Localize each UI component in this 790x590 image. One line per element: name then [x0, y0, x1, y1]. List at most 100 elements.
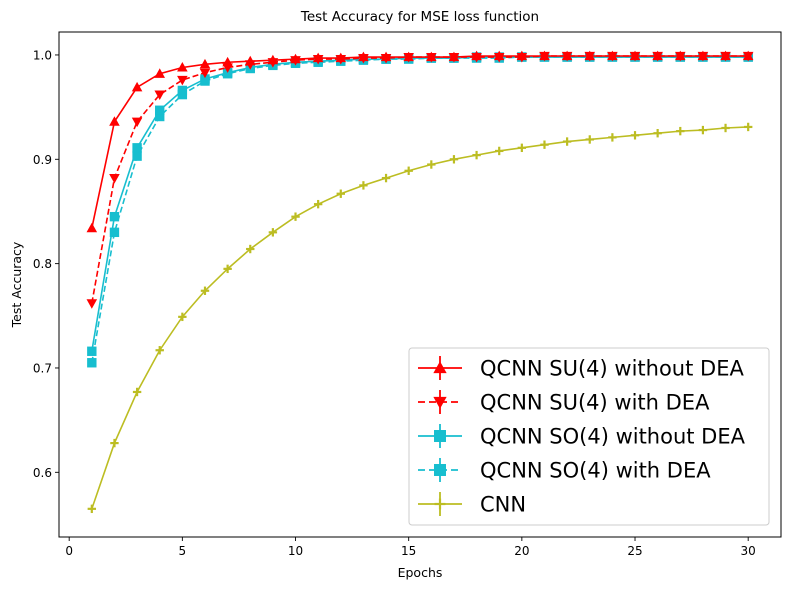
data-point: [358, 51, 369, 62]
legend-marker: [434, 464, 446, 476]
data-point: [471, 50, 482, 61]
x-axis-label: Epochs: [398, 565, 443, 580]
data-point: [562, 137, 572, 146]
data-point: [177, 85, 188, 96]
data-point: [154, 68, 165, 78]
legend-label: QCNN SO(4) with DEA: [480, 459, 711, 483]
data-point: [653, 129, 662, 138]
legend-entry: QCNN SU(4) with DEA: [418, 390, 710, 415]
y-tick-label: 0.8: [33, 257, 52, 271]
data-point: [131, 117, 143, 128]
data-point: [517, 143, 527, 153]
data-point: [629, 50, 641, 61]
data-point: [676, 126, 685, 136]
data-point: [87, 504, 97, 514]
data-point: [132, 143, 142, 153]
legend-box: [408, 347, 770, 526]
data-point: [132, 387, 142, 397]
data-point: [697, 50, 709, 61]
data-point: [561, 50, 573, 61]
data-point: [404, 166, 413, 175]
data-point: [608, 133, 617, 142]
data-point: [86, 299, 98, 309]
data-point: [675, 50, 686, 61]
data-point: [154, 90, 165, 101]
data-point: [199, 58, 211, 69]
data-point: [178, 312, 187, 322]
data-point: [177, 62, 188, 72]
legend-marker: [433, 361, 447, 374]
data-point: [109, 211, 120, 222]
legend-entry: QCNN SO(4) without DEA: [418, 424, 746, 449]
data-point: [313, 199, 323, 209]
y-tick-label: 0.9: [33, 153, 52, 167]
data-point: [427, 160, 436, 169]
data-point: [336, 189, 345, 198]
legend-label: QCNN SO(4) without DEA: [480, 425, 746, 449]
legend-entry: QCNN SU(4) without DEA: [418, 356, 744, 381]
data-point: [743, 122, 753, 132]
data-point: [495, 146, 504, 156]
data-point: [86, 222, 98, 233]
series-4: [87, 122, 753, 514]
data-point: [652, 50, 663, 61]
series-line: [91, 55, 749, 229]
x-tick-label: 10: [288, 544, 303, 558]
data-point: [472, 150, 481, 160]
data-point: [720, 50, 731, 61]
data-point: [244, 55, 256, 66]
data-point: [721, 123, 730, 133]
data-point: [449, 155, 459, 164]
x-tick-label: 20: [514, 544, 529, 558]
series-0: [86, 50, 754, 233]
data-point: [516, 50, 528, 61]
legend-marker: [434, 498, 446, 510]
legend-label: CNN: [480, 493, 526, 517]
data-point: [199, 68, 211, 79]
data-point: [246, 244, 255, 254]
data-point: [109, 116, 120, 126]
data-point: [403, 51, 414, 62]
data-point: [268, 228, 278, 237]
data-point: [359, 181, 368, 190]
data-point: [380, 51, 392, 62]
data-point: [585, 135, 594, 144]
data-point: [698, 125, 708, 135]
data-point: [539, 50, 550, 61]
data-point: [448, 51, 460, 62]
x-tick-label: 30: [741, 544, 756, 558]
data-point: [155, 105, 165, 115]
data-point: [222, 56, 233, 67]
y-axis-label: Test Accuracy: [9, 241, 24, 328]
data-point: [223, 264, 232, 274]
data-point: [109, 227, 120, 238]
data-point: [267, 54, 279, 65]
legend-marker: [434, 430, 446, 442]
data-point: [131, 81, 143, 92]
data-point: [335, 52, 347, 63]
legend: QCNN SU(4) without DEA QCNN SU(4) with DE…: [408, 347, 770, 526]
legend-marker: [433, 396, 447, 409]
legend-entry: CNN: [418, 492, 526, 517]
legend-entry: QCNN SO(4) with DEA: [418, 458, 711, 483]
data-point: [177, 75, 188, 86]
data-point: [87, 346, 97, 356]
data-point: [607, 50, 618, 61]
chart-title: Test Accuracy for MSE loss function: [300, 9, 539, 25]
x-tick-label: 5: [179, 544, 187, 558]
x-tick-label: 0: [65, 544, 73, 558]
data-point: [87, 358, 97, 368]
x-tick-label: 15: [401, 544, 416, 558]
plot-area: 0 5 10 15 20 25 30 0.6 0.7 0.8 0.9 1.0: [33, 31, 782, 558]
axes-frame: [58, 31, 782, 538]
data-point: [290, 53, 301, 64]
data-point: [312, 52, 324, 63]
data-point: [493, 50, 505, 61]
data-point: [426, 51, 437, 62]
data-point: [110, 438, 119, 448]
y-tick-label: 1.0: [33, 48, 52, 62]
y-tick-label: 0.6: [33, 466, 52, 480]
data-point: [155, 346, 164, 355]
legend-label: QCNN SU(4) with DEA: [480, 391, 710, 415]
